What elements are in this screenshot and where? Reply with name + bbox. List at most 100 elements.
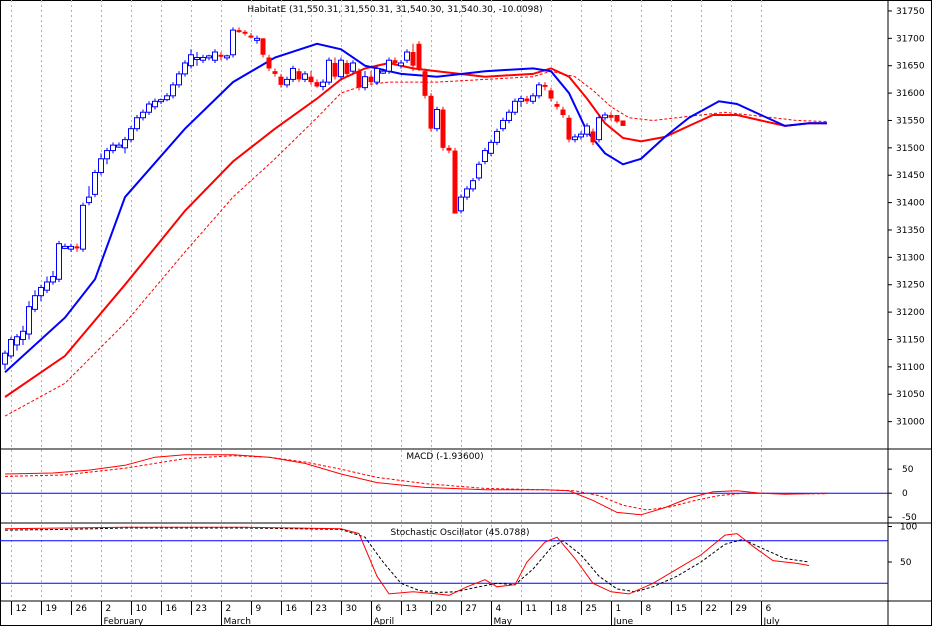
candle-down [542,84,548,87]
candle-up [158,99,164,103]
candle-down [278,76,284,85]
candle-up [536,84,542,97]
stochastic-y-tick-label: 50 [900,558,912,568]
candle-up [338,59,344,78]
candle-up [386,59,392,72]
candle-down [248,35,254,38]
candle-down [524,98,530,102]
candle-up [134,117,140,130]
price-y-tick-label: 31600 [896,89,925,99]
candle-down [560,109,566,115]
candle-down [614,114,620,122]
month-label: March [224,617,251,626]
candle-up [2,352,8,365]
candle-up [110,144,116,152]
candle-up [464,188,470,198]
x-axis: 12 19 26 2 10 16 23 2 9 16 23 30 6 13 20 27 4 11 18 25 1 8 15 2… [11,601,780,627]
price-chart-title: HabitatE (31,550.31, 31,550.31, 31,540.3… [247,5,542,15]
x-tick-label: 12 [16,604,27,614]
candle-up [506,111,512,121]
candle-down [218,54,224,57]
macd-title: MACD (-1.93600) [406,452,483,462]
x-tick-label: 23 [196,604,207,614]
candle-down [272,71,278,74]
candle-down [566,117,572,140]
candle-down [548,90,554,99]
candle-up [8,338,14,357]
macd-y-tick-label: 0 [902,489,908,499]
moving-average-fast-line [4,42,827,374]
candle-up [194,56,200,60]
candle-up [50,276,56,283]
price-panel: 31000 31050 31100 31150 31200 31250 31300 31350… [2,7,925,428]
candle-up [140,111,146,119]
x-tick-label: 25 [586,604,597,614]
candle-down [422,71,428,96]
candle-down [236,30,242,33]
candle-up [56,243,62,280]
candle-up [212,51,218,61]
candle-up [128,128,134,141]
candle-up [176,73,182,86]
candle-up [206,55,212,59]
x-tick-label: 18 [556,604,568,614]
price-y-tick-label: 31400 [896,199,925,209]
stochastic-y-tick-label: 100 [900,523,917,533]
candle-up [188,54,194,67]
candle-up [170,84,176,97]
price-y-tick-label: 31200 [896,308,925,318]
x-tick-label: 10 [136,604,148,614]
candle-up [374,67,380,83]
stochastic-title: Stochastic Oscillator (45.0788) [390,528,529,538]
price-y-tick-label: 31450 [896,171,925,181]
candle-up [14,336,20,346]
x-tick-label: 22 [706,604,717,614]
candle-up [146,103,152,113]
candle-up [290,67,296,80]
price-y-tick-label: 31100 [896,363,925,373]
candle-up [230,29,236,56]
candle-up [434,109,440,130]
macd-panel: 50 0 -50 [0,454,917,523]
stochastic-d-line [4,527,810,594]
candle-down [332,62,338,77]
price-y-tick-label: 31700 [896,34,925,44]
candle-down [296,71,302,80]
candle-up [602,114,608,119]
x-tick-label: 8 [646,604,652,614]
x-tick-label: 6 [766,604,772,614]
candle-down [446,147,452,151]
x-tick-label: 4 [496,604,502,614]
candle-up [398,62,404,67]
candle-up [122,139,128,149]
x-tick-label: 29 [736,604,748,614]
x-tick-label: 19 [46,604,58,614]
candle-down [608,114,614,118]
candle-down [440,109,446,148]
candle-up [518,98,524,102]
moving-average-slow-line [4,61,827,398]
x-tick-label: 1 [616,604,622,614]
price-y-tick-label: 31350 [896,226,925,236]
x-tick-label: 11 [526,604,537,614]
candle-down [314,82,320,87]
candle-up [92,171,98,195]
macd-y-tick-label: 50 [902,465,914,475]
candle-up [404,51,410,61]
price-y-tick-label: 31650 [896,62,925,72]
candle-up [224,55,230,59]
price-y-tick-label: 31500 [896,144,925,154]
candle-up [476,163,482,179]
x-tick-label: 2 [226,604,232,614]
candle-up [350,62,356,72]
candle-up [38,286,44,297]
price-y-tick-label: 31550 [896,116,925,126]
candle-up [302,73,308,80]
candle-up [578,133,584,138]
x-tick-label: 6 [376,604,382,614]
candle-up [104,150,110,160]
candle-up [326,59,332,83]
candle-down [590,131,596,143]
candle-up [254,37,260,41]
